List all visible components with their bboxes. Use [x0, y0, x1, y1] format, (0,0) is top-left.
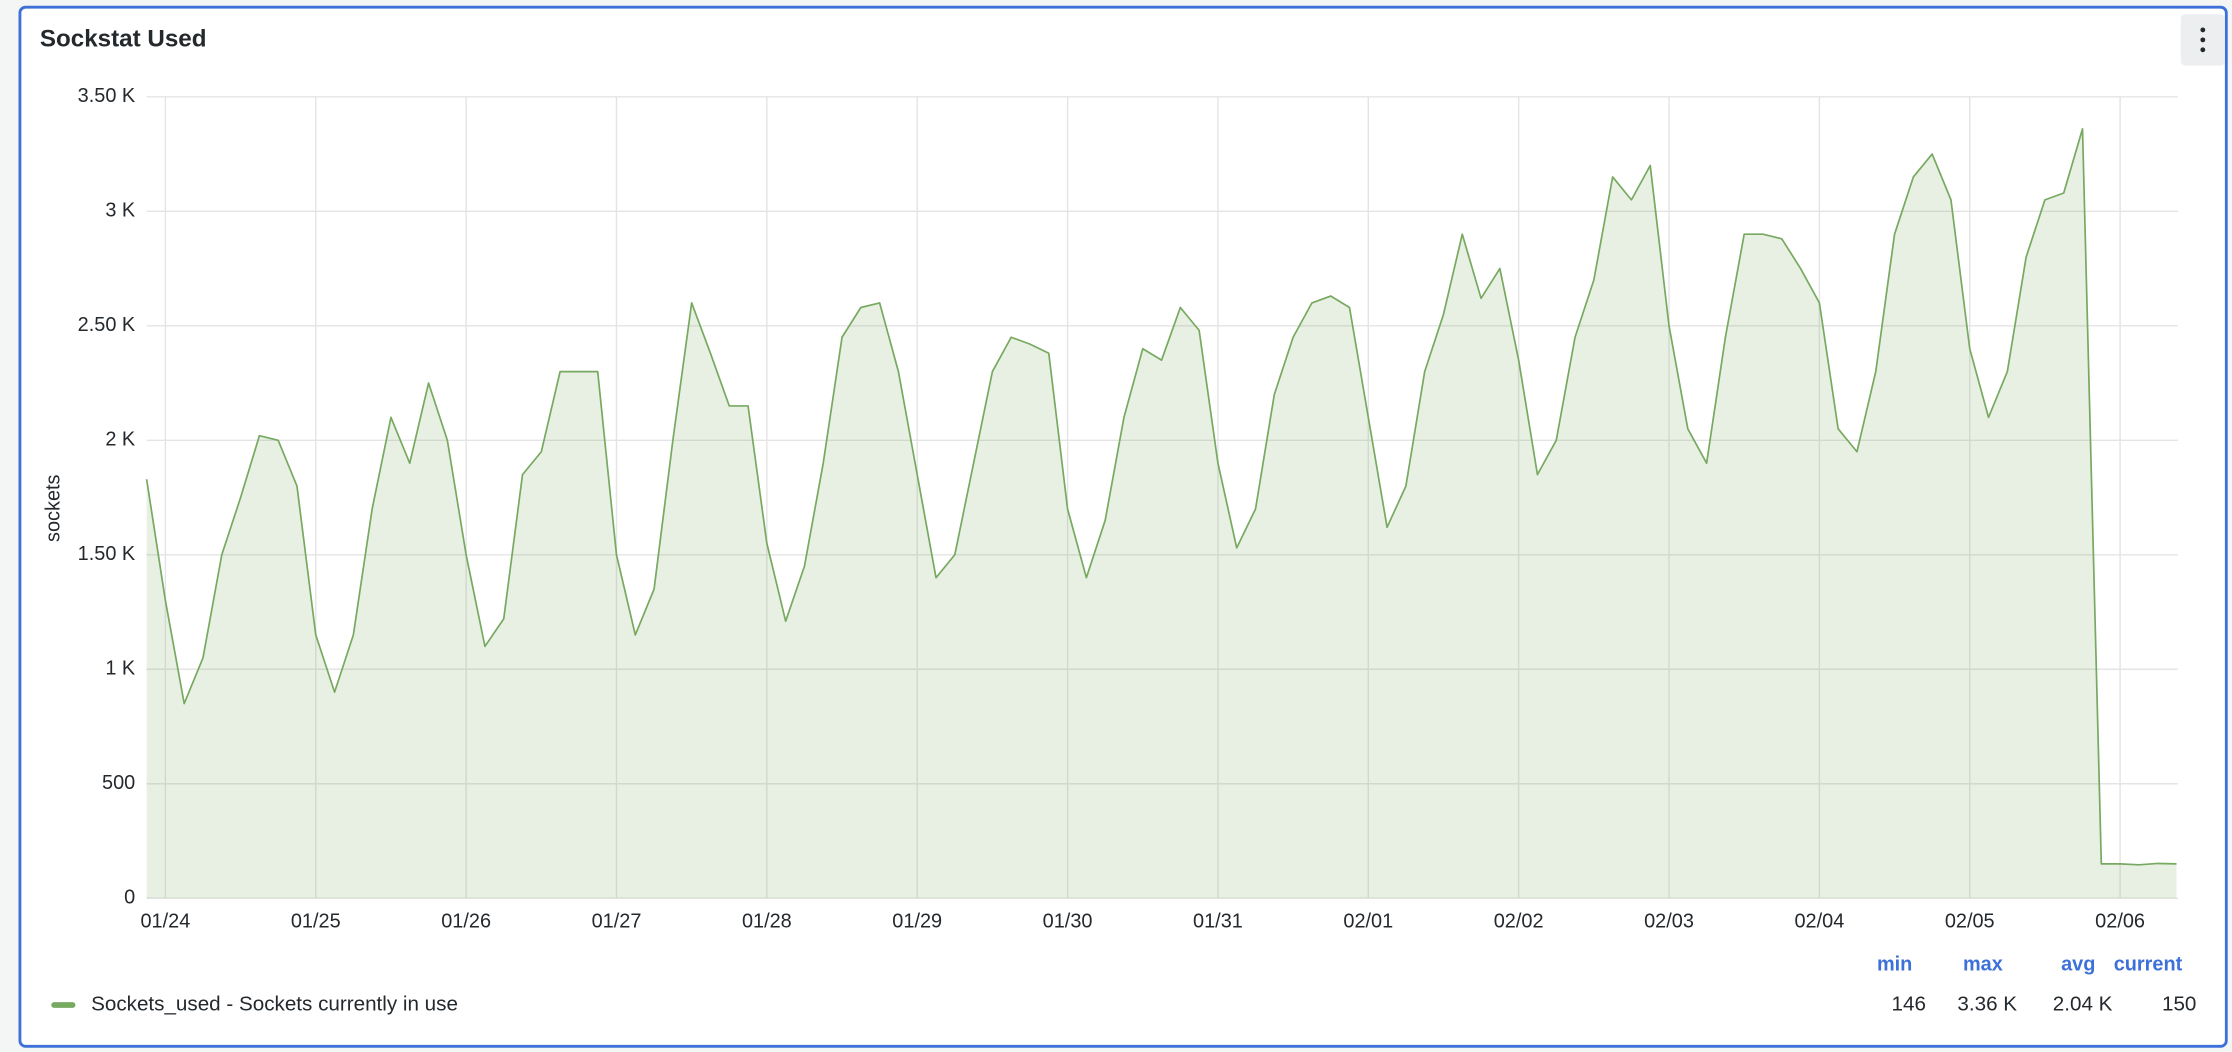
y-tick-label: 2 K [105, 429, 136, 451]
x-tick-label: 02/03 [1644, 911, 1694, 933]
y-tick-label: 1 K [105, 658, 136, 680]
x-tick-label: 01/26 [441, 911, 491, 933]
x-tick-label: 01/24 [140, 911, 190, 933]
series-area [146, 128, 2177, 899]
x-tick-label: 01/31 [1193, 911, 1243, 933]
x-tick-label: 01/28 [742, 911, 792, 933]
legend-stat-value: 150 [2162, 992, 2196, 1015]
legend-stat-value: 3.36 K [1957, 992, 2017, 1015]
y-tick-label: 500 [102, 772, 135, 794]
x-tick-label: 01/27 [592, 911, 642, 933]
legend-stat-header: avg [2061, 953, 2095, 975]
y-tick-label: 3 K [105, 200, 136, 222]
menu-button[interactable] [2180, 14, 2225, 66]
menu-dot [2200, 27, 2206, 33]
legend-stat-header: current [2114, 953, 2183, 975]
grid [146, 96, 2178, 899]
legend-label: Sockets_used - Sockets currently in use [91, 992, 458, 1015]
x-tick-label: 02/06 [2095, 911, 2145, 933]
legend-stat-value: 2.04 K [2053, 992, 2113, 1015]
y-axis-label: sockets [42, 474, 64, 542]
x-tick-label: 02/02 [1494, 911, 1544, 933]
y-tick-label: 1.50 K [78, 543, 136, 565]
y-tick-label: 3.50 K [78, 85, 136, 107]
x-tick-label: 02/01 [1343, 911, 1393, 933]
legend-stat-header: min [1877, 953, 1912, 975]
y-tick-label: 2.50 K [78, 314, 136, 336]
x-tick-label: 02/05 [1945, 911, 1995, 933]
series-line [145, 128, 2177, 866]
x-tick-label: 01/30 [1043, 911, 1093, 933]
x-tick-label: 01/29 [892, 911, 942, 933]
menu-dot [2200, 47, 2206, 53]
menu-dot [2200, 37, 2206, 43]
panel-frame [18, 5, 2228, 1048]
y-tick-label: 0 [124, 887, 135, 909]
legend-stat-value: 146 [1892, 992, 1926, 1015]
legend-stat-header: max [1963, 953, 2003, 975]
x-tick-label: 02/04 [1794, 911, 1844, 933]
x-tick-label: 01/25 [291, 911, 341, 933]
panel-title: Sockstat Used [40, 25, 207, 52]
